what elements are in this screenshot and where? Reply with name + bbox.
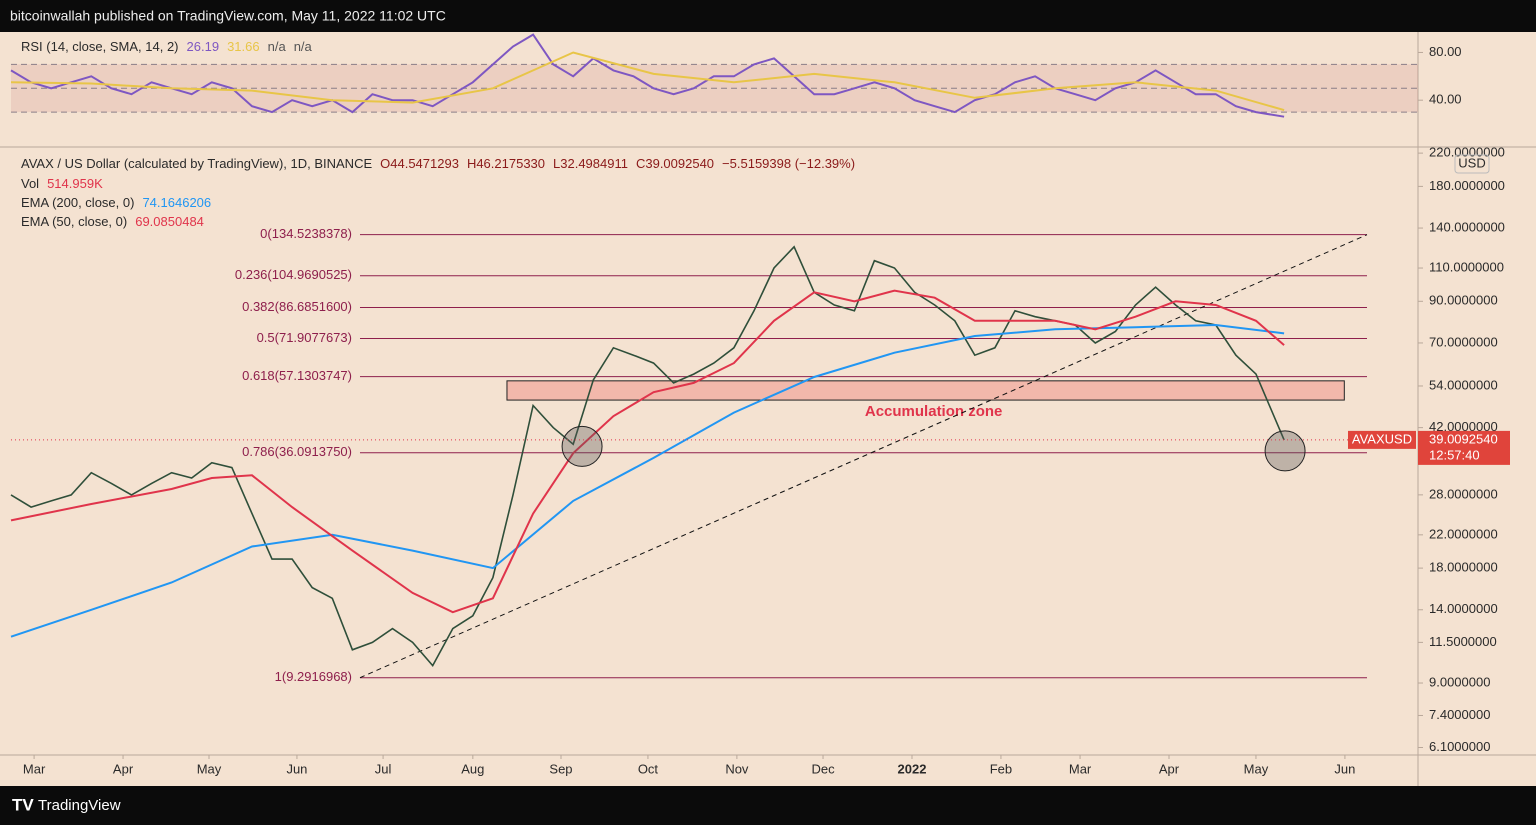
fib-label: 0.236(104.9690525) [235,267,352,282]
symbol-label: AVAXUSD [1352,431,1412,446]
legend-item: −5.5159398 (−12.39%) [722,156,855,171]
series-line [10,323,1285,638]
y-tick-label: 110.0000000 [1429,259,1504,274]
legend-item: O44.5471293 [380,156,459,171]
legend-item: RSI (14, close, SMA, 14, 2) [21,39,179,54]
legend-item: 31.66 [227,39,260,54]
legend-row: EMA (200, close, 0) 74.1646206 [21,195,211,210]
series-line [10,51,1285,112]
y-tick-label: 70.0000000 [1429,334,1498,349]
price-tag-countdown: 12:57:40 [1429,447,1480,462]
legend-item: 26.19 [187,39,220,54]
legend-item: AVAX / US Dollar (calculated by TradingV… [21,156,372,171]
x-tick-label: Mar [23,761,46,776]
series-line [10,33,1285,118]
legend-row: RSI (14, close, SMA, 14, 2) 26.19 31.66 n/a… [21,39,313,54]
x-tick-label: Aug [461,761,484,776]
legend-item: 69.0850484 [135,214,204,229]
legend-row: AVAX / US Dollar (calculated by TradingV… [21,156,855,171]
x-tick-label: Jun [286,761,307,776]
trendline [359,234,1368,679]
y-tick-label: 6.1000000 [1429,739,1490,754]
y-tick-label: 40.00 [1429,92,1462,107]
y-tick-label: 22.0000000 [1429,526,1498,541]
fib-label: 0.382(86.6851600) [242,299,352,314]
fib-label: 1(9.2916968) [275,669,352,684]
symbol-tag [1348,430,1416,449]
y-tick-label: 90.0000000 [1429,293,1498,308]
footer-logo: TV [12,795,34,814]
x-tick-label: Mar [1069,761,1092,776]
x-tick-label: Nov [725,761,749,776]
x-tick-label: Feb [990,761,1012,776]
legend-item: C39.0092540 [636,156,714,171]
legend-item: H46.2175330 [467,156,545,171]
x-tick-label: Jul [375,761,392,776]
x-tick-label: May [197,761,222,776]
legend-item: 514.959K [47,176,103,191]
legend-item: EMA (50, close, 0) [21,214,127,229]
y-tick-label: 180.0000000 [1429,178,1505,193]
currency-box [1454,154,1490,174]
y-tick-label: 220.0000000 [1429,145,1505,160]
legend-row: Vol 514.959K [21,176,103,191]
legend-item: Vol [21,176,39,191]
header-text: bitcoinwallah published on TradingView.c… [10,8,446,24]
fib-label: 0(134.5238378) [260,226,352,241]
legend-item: EMA (200, close, 0) [21,195,134,210]
legend-item: L32.4984911 [553,156,628,171]
legend-row: EMA (50, close, 0) 69.0850484 [21,214,204,229]
x-tick-label: Apr [1159,761,1180,776]
x-tick-label: Jun [1334,761,1355,776]
series-line [10,289,1285,614]
x-tick-label: 2022 [898,761,927,776]
fib-label: 0.618(57.1303747) [242,368,352,383]
legend-item: n/a [294,39,313,54]
y-tick-label: 140.0000000 [1429,219,1505,234]
x-tick-label: May [1244,761,1269,776]
highlight-circle [561,425,603,467]
currency-label: USD [1458,155,1485,170]
y-tick-label: 80.00 [1429,44,1462,59]
footer-bar [0,786,1536,825]
y-tick-label: 54.0000000 [1429,377,1498,392]
legend-item: 74.1646206 [142,195,211,210]
x-tick-label: Oct [638,761,659,776]
price-tag-value: 39.0092540 [1429,431,1498,446]
fib-label: 0.786(36.0913750) [242,444,352,459]
y-tick-label: 42.0000000 [1429,419,1498,434]
fib-label: 0.5(71.9077673) [257,330,352,345]
y-tick-label: 28.0000000 [1429,486,1498,501]
x-tick-label: Apr [113,761,134,776]
x-tick-label: Sep [549,761,572,776]
header-bar [0,0,1536,32]
y-tick-label: 11.5000000 [1429,634,1497,649]
accumulation-zone [506,380,1345,401]
highlight-circle [1264,430,1306,472]
y-tick-label: 18.0000000 [1429,560,1498,575]
legend-item: n/a [268,39,287,54]
y-tick-label: 9.0000000 [1429,674,1490,689]
zone-label: Accumulation zone [865,403,1003,420]
footer-text: TradingView [38,797,121,814]
x-tick-label: Dec [811,761,835,776]
y-tick-label: 7.4000000 [1429,707,1490,722]
price-tag [1418,430,1510,465]
y-tick-label: 14.0000000 [1429,601,1498,616]
